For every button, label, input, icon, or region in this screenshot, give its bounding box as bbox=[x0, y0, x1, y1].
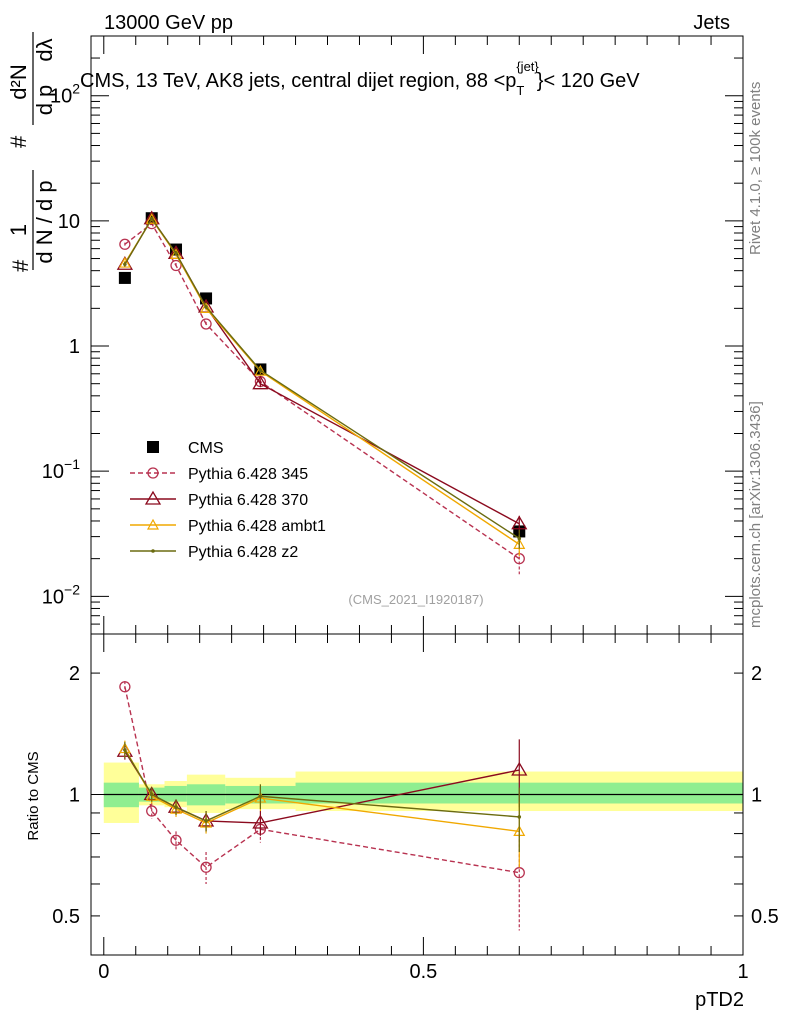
main-axes: 102 10 1 10−1 10−2 bbox=[42, 35, 744, 635]
svg-text:1: 1 bbox=[6, 224, 31, 236]
series-line-z2 bbox=[124, 749, 520, 822]
point-z2 bbox=[204, 305, 208, 309]
mcplots-label: mcplots.cern.ch [arXiv:1306.3436] bbox=[747, 401, 764, 628]
svg-text:dλ: dλ bbox=[32, 38, 57, 61]
svg-text:#: # bbox=[6, 135, 31, 148]
point-z2 bbox=[517, 536, 522, 541]
ratio-series bbox=[116, 681, 528, 931]
main-y-tick-label: 10−1 bbox=[42, 456, 80, 483]
ratio-axes: 2 2 1 1 0.5 0.5 0 0.5 1 bbox=[52, 633, 779, 983]
legend-label-p345: Pythia 6.428 345 bbox=[188, 466, 308, 483]
point-ambt1 bbox=[118, 256, 131, 268]
point-p345 bbox=[200, 861, 212, 873]
point-p345 bbox=[170, 259, 182, 272]
uncertainty-band-inner bbox=[164, 785, 187, 802]
legend-label-ambt1: Pythia 6.428 ambt1 bbox=[188, 518, 326, 535]
main-y-tick-label: 10−2 bbox=[42, 581, 80, 608]
legend-label-p370: Pythia 6.428 370 bbox=[188, 492, 308, 509]
ratio-y-tick-label-left: 2 bbox=[69, 663, 80, 685]
ratio-bands bbox=[103, 762, 743, 823]
rivet-label: Rivet 4.1.0, ≥ 100k events bbox=[747, 82, 764, 255]
point-z2 bbox=[149, 792, 154, 797]
point-p370 bbox=[511, 761, 528, 776]
legend-marker-ambt1 bbox=[146, 518, 160, 530]
x-tick-label: 0 bbox=[98, 961, 109, 983]
x-tick-label: 1 bbox=[737, 961, 748, 983]
point-p345 bbox=[513, 867, 525, 879]
point-z2 bbox=[258, 368, 263, 373]
series-line-p345 bbox=[124, 686, 520, 874]
point-z2 bbox=[123, 262, 127, 267]
legend-marker-cms bbox=[147, 441, 159, 453]
ratio-y-tick-label-right: 0.5 bbox=[751, 906, 779, 928]
point-z2 bbox=[123, 748, 127, 752]
ratio-y-label: Ratio to CMS bbox=[25, 751, 42, 840]
legend: CMS Pythia 6.428 345 Pythia 6.428 370 Pythi… bbox=[130, 440, 326, 561]
svg-text:#: # bbox=[8, 259, 33, 272]
header-energy: 13000 GeV pp bbox=[104, 12, 233, 34]
point-z2 bbox=[174, 805, 178, 810]
x-axis-label: pTD2 bbox=[695, 989, 744, 1011]
point-z2 bbox=[258, 794, 263, 799]
point-ambt1 bbox=[145, 213, 158, 224]
point-z2 bbox=[517, 815, 522, 819]
point-p345 bbox=[146, 805, 158, 817]
ratio-y-tick-label-right: 2 bbox=[751, 663, 762, 685]
point-z2 bbox=[174, 251, 178, 256]
svg-text:d p: d p bbox=[32, 85, 57, 116]
point-ambt1 bbox=[200, 302, 213, 313]
point-p345 bbox=[170, 834, 182, 846]
main-y-label: # 1 d N / d p # d²N d p dλ bbox=[6, 32, 57, 272]
ratio-y-tick-label-left: 1 bbox=[69, 785, 80, 807]
ratio-y-tick-label-right: 1 bbox=[751, 785, 762, 807]
legend-label-z2: Pythia 6.428 z2 bbox=[188, 544, 298, 561]
legend-marker-p345 bbox=[147, 467, 159, 479]
svg-text:d N / d p: d N / d p bbox=[32, 180, 57, 263]
legend-marker-p370 bbox=[144, 490, 162, 505]
point-p370 bbox=[511, 515, 528, 530]
main-y-tick-label: 10 bbox=[58, 211, 80, 233]
legend-marker-z2 bbox=[151, 549, 155, 553]
point-ambt1 bbox=[254, 364, 267, 376]
point-p345 bbox=[119, 681, 131, 693]
series-line-p370 bbox=[124, 217, 520, 525]
ratio-y-tick-label-left: 0.5 bbox=[52, 906, 80, 928]
series-line-z2 bbox=[124, 217, 520, 540]
header-jets: Jets bbox=[693, 12, 730, 34]
x-tick-label: 0.5 bbox=[409, 961, 437, 983]
point-p370 bbox=[252, 814, 269, 829]
main-series bbox=[116, 210, 528, 575]
analysis-watermark: (CMS_2021_I1920187) bbox=[348, 592, 483, 607]
svg-text:d²N: d²N bbox=[6, 64, 31, 99]
point-cms bbox=[118, 271, 131, 284]
point-p370 bbox=[252, 375, 269, 390]
series-line-p345 bbox=[124, 222, 520, 560]
point-z2 bbox=[149, 216, 154, 221]
main-y-tick-label: 102 bbox=[50, 81, 80, 108]
point-z2 bbox=[204, 819, 208, 823]
chart-title: CMS, 13 TeV, AK8 jets, central dijet reg… bbox=[80, 59, 640, 98]
main-y-tick-label: 1 bbox=[69, 336, 80, 358]
point-p345 bbox=[119, 238, 131, 250]
legend-label-cms: CMS bbox=[188, 440, 224, 457]
point-p345 bbox=[200, 318, 212, 330]
point-ambt1 bbox=[169, 248, 183, 259]
